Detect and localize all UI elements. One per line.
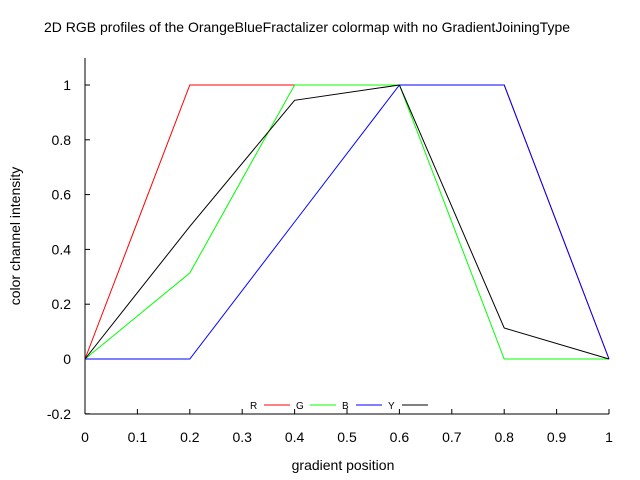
x-tick-label: 1 bbox=[605, 429, 613, 445]
series-line-r bbox=[84, 84, 610, 360]
chart-title: 2D RGB profiles of the OrangeBlueFractal… bbox=[44, 19, 570, 35]
x-tick-label: 0.2 bbox=[180, 429, 200, 445]
y-tick-label: 0.8 bbox=[52, 132, 72, 148]
x-axis-label: gradient position bbox=[292, 457, 395, 473]
y-axis-label: color channel intensity bbox=[7, 167, 23, 306]
x-tick-label: 0.9 bbox=[547, 429, 567, 445]
series-layer bbox=[84, 84, 610, 360]
x-tick-label: 0.7 bbox=[442, 429, 462, 445]
x-tick-label: 0.1 bbox=[128, 429, 148, 445]
x-tick-label: 0.5 bbox=[337, 429, 357, 445]
x-tick-label: 0.8 bbox=[494, 429, 514, 445]
x-tick-label: 0 bbox=[81, 429, 89, 445]
x-tick-label: 0.4 bbox=[285, 429, 305, 445]
y-tick-label: 0.6 bbox=[52, 187, 72, 203]
y-tick-label: -0.2 bbox=[47, 406, 71, 422]
series-line-g bbox=[84, 84, 609, 360]
y-tick-label: 0.2 bbox=[52, 296, 72, 312]
axes: 0 0.1 0.2 0.3 0.4 0.5 0.6 0.7 0.8 0.9 1 -0.2 0 0.2 0.4… bbox=[47, 58, 613, 445]
legend-label-b: B bbox=[342, 401, 349, 412]
series-line-b bbox=[85, 84, 610, 360]
x-tick-label: 0.3 bbox=[232, 429, 252, 445]
legend-label-r: R bbox=[250, 401, 257, 412]
y-tick-label: 1 bbox=[63, 77, 71, 93]
y-tick-label: 0.4 bbox=[52, 241, 72, 257]
series-line-y bbox=[84, 84, 610, 360]
legend-label-g: G bbox=[296, 401, 304, 412]
x-tick-label: 0.6 bbox=[390, 429, 410, 445]
y-tick-label: 0 bbox=[63, 351, 71, 367]
legend-label-y: Y bbox=[388, 401, 395, 412]
